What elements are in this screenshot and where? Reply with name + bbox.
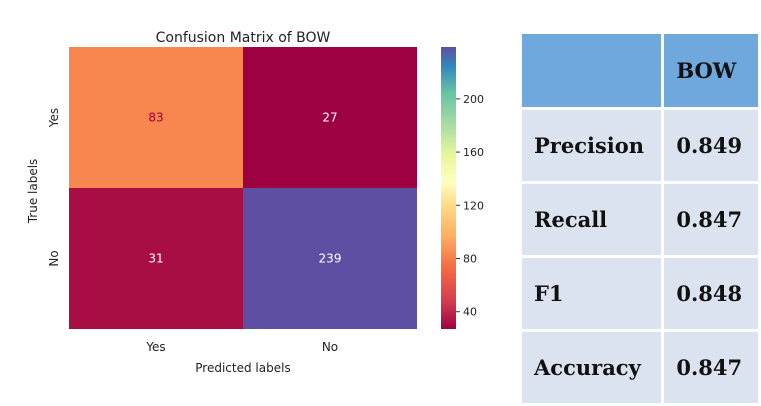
cell-value-label: 83	[148, 111, 163, 125]
x-tick-label: Yes	[145, 340, 165, 354]
colorbar-tick-label: 200	[463, 93, 484, 106]
cell-value-label: 239	[319, 252, 342, 266]
metric-value: 0.847	[661, 329, 761, 406]
metrics-header-row: BOW	[518, 31, 761, 110]
y-axis-label: True labels	[26, 159, 40, 225]
chart-title: Confusion Matrix of BOW	[156, 30, 331, 46]
colorbar-tick-label: 40	[463, 306, 477, 319]
heatmap-cell	[243, 188, 417, 329]
metrics-header-bow: BOW	[661, 31, 761, 110]
colorbar-tick-label: 120	[463, 199, 484, 212]
metric-name: Accuracy	[518, 329, 665, 406]
metrics-row-f1: F1 0.848	[518, 255, 761, 332]
x-tick-label: No	[322, 340, 338, 354]
heatmap-cell	[69, 47, 243, 188]
colorbar-tick-label: 160	[463, 146, 484, 159]
y-tick-label: Yes	[47, 108, 61, 128]
colorbar-tick-label: 80	[463, 253, 477, 266]
cell-value-label: 31	[148, 252, 163, 266]
y-tick-label: No	[47, 250, 61, 266]
metrics-row-recall: Recall 0.847	[518, 181, 761, 258]
metric-value: 0.847	[661, 181, 761, 258]
metric-name: Recall	[518, 181, 665, 258]
metrics-row-accuracy: Accuracy 0.847	[518, 329, 761, 406]
cell-value-label: 27	[322, 111, 337, 125]
metrics-table: BOW Precision 0.849 Recall 0.847 F1 0.84…	[518, 31, 761, 406]
x-axis-label: Predicted labels	[195, 361, 290, 375]
heatmap-cell	[69, 188, 243, 329]
metric-value: 0.848	[661, 255, 761, 332]
metrics-header-empty	[518, 31, 665, 110]
metrics-row-precision: Precision 0.849	[518, 107, 761, 184]
colorbar	[441, 47, 456, 329]
metric-name: Precision	[518, 107, 665, 184]
metric-name: F1	[518, 255, 665, 332]
heatmap-cell	[243, 47, 417, 188]
metric-value: 0.849	[661, 107, 761, 184]
